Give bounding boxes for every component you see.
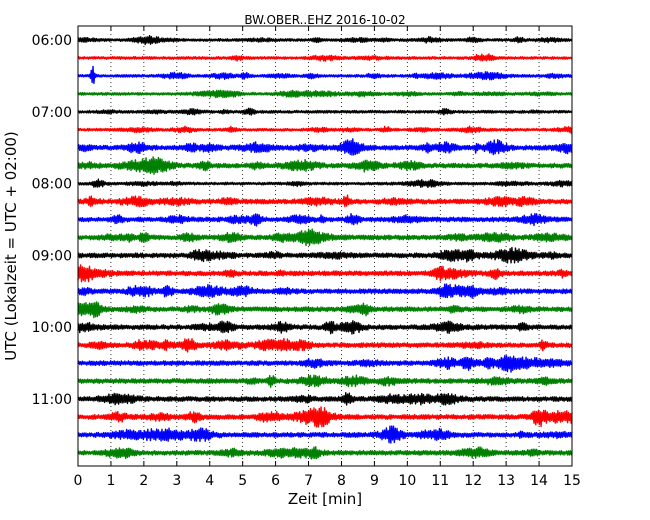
- trace-1015: [77, 337, 573, 353]
- x-tick-label-6: 6: [271, 473, 280, 489]
- trace-0915: [77, 264, 573, 283]
- trace-0730: [77, 138, 573, 156]
- y-tick-label-0600: 06:00: [32, 33, 72, 49]
- y-axis-ticks: 06:00 07:00 08:00 09:00 10:00 11:00: [32, 33, 572, 408]
- y-tick-label-0900: 09:00: [32, 248, 72, 264]
- x-tick-label-4: 4: [205, 473, 214, 489]
- trace-0830: [77, 212, 573, 227]
- grid-lines: [110, 26, 540, 466]
- trace-1145: [77, 446, 573, 460]
- trace-0645: [77, 89, 573, 99]
- x-tick-label-5: 5: [238, 473, 247, 489]
- trace-0800: [77, 178, 573, 189]
- trace-1130: [77, 425, 573, 444]
- x-tick-label-10: 10: [398, 473, 416, 489]
- y-tick-label-1100: 11:00: [32, 392, 72, 408]
- y-tick-label-0800: 08:00: [32, 177, 72, 193]
- x-tick-label-14: 14: [530, 473, 548, 489]
- trace-1045: [77, 374, 573, 388]
- x-axis-label: Zeit [min]: [288, 490, 362, 508]
- x-axis-ticks: 0 1 2 3 4 5 6 7 8 9 10 11 12 13 14 15: [74, 26, 581, 489]
- trace-1100: [77, 391, 573, 406]
- x-tick-label-12: 12: [464, 473, 482, 489]
- trace-0600: [77, 34, 573, 46]
- y-axis-label: UTC (Lokalzeit = UTC + 02:00): [2, 131, 20, 361]
- trace-0630: [77, 65, 573, 85]
- trace-0715: [77, 125, 573, 134]
- x-tick-label-8: 8: [337, 473, 346, 489]
- x-tick-label-15: 15: [563, 473, 581, 489]
- trace-0815: [77, 194, 573, 208]
- y-tick-label-0700: 07:00: [32, 105, 72, 121]
- trace-0930: [77, 283, 573, 299]
- seismic-traces: [77, 34, 573, 460]
- trace-0900: [77, 246, 573, 264]
- x-tick-label-9: 9: [370, 473, 379, 489]
- trace-0845: [77, 228, 573, 247]
- trace-0700: [77, 107, 573, 116]
- trace-0615: [77, 53, 573, 62]
- x-tick-label-13: 13: [497, 473, 515, 489]
- x-tick-label-7: 7: [304, 473, 313, 489]
- x-tick-label-3: 3: [172, 473, 181, 489]
- trace-0945: [77, 301, 573, 319]
- plot-frame: [77, 25, 573, 467]
- x-tick-label-0: 0: [74, 473, 83, 489]
- trace-1115: [77, 406, 573, 428]
- trace-1030: [77, 354, 573, 373]
- trace-1000: [77, 320, 573, 335]
- x-tick-label-2: 2: [139, 473, 148, 489]
- x-tick-label-1: 1: [106, 473, 115, 489]
- y-tick-label-1000: 10:00: [32, 320, 72, 336]
- x-tick-label-11: 11: [431, 473, 449, 489]
- chart-title: BW.OBER..EHZ 2016-10-02: [244, 13, 405, 27]
- trace-0745: [77, 156, 573, 175]
